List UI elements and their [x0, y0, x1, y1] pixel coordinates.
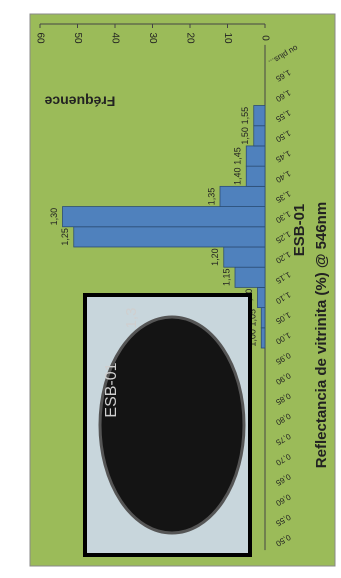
bar — [223, 246, 266, 268]
data-label: 1,00 — [248, 329, 258, 347]
bar — [253, 125, 266, 147]
bar — [62, 206, 266, 228]
data-label: 1,55 — [240, 107, 250, 125]
bar — [73, 226, 266, 248]
y-tick-label: 40 — [109, 32, 120, 44]
y-tick-label: 20 — [184, 32, 195, 44]
y-tick-label: 50 — [72, 32, 83, 44]
x-axis-title: Reflectancia de vitrinita (%) @ 546nm — [313, 202, 330, 468]
data-label: 1,25 — [60, 228, 70, 246]
data-label: 1,15 — [221, 269, 231, 287]
y-axis-title: Fréquence — [44, 93, 115, 109]
photo: ESB-01 1,3 — [83, 293, 252, 557]
bar — [260, 327, 266, 349]
y-tick-label: 10 — [222, 32, 233, 44]
bar — [253, 105, 266, 127]
y-tick-label: 60 — [34, 32, 45, 44]
bar — [257, 286, 266, 309]
data-label: 1,30 — [49, 208, 59, 226]
bar — [245, 165, 266, 187]
y-tick-label: 30 — [147, 32, 158, 44]
bar — [219, 185, 266, 207]
photo-label: 1,3 — [123, 308, 140, 329]
bar — [260, 307, 266, 329]
data-label: 1,45 — [233, 147, 243, 165]
sample-disc — [98, 315, 246, 535]
data-label: 1,35 — [206, 188, 216, 206]
bar — [245, 145, 266, 167]
data-label: 1,20 — [210, 248, 220, 266]
photo-label: ESB-01 — [103, 362, 120, 417]
y-tick-label: 0 — [259, 35, 270, 41]
chart-title: ESB-01 — [291, 204, 308, 257]
data-label: 1,40 — [233, 167, 243, 185]
data-label: 1,05 — [248, 309, 258, 327]
data-label: 1,50 — [240, 127, 250, 145]
bar — [234, 266, 266, 288]
